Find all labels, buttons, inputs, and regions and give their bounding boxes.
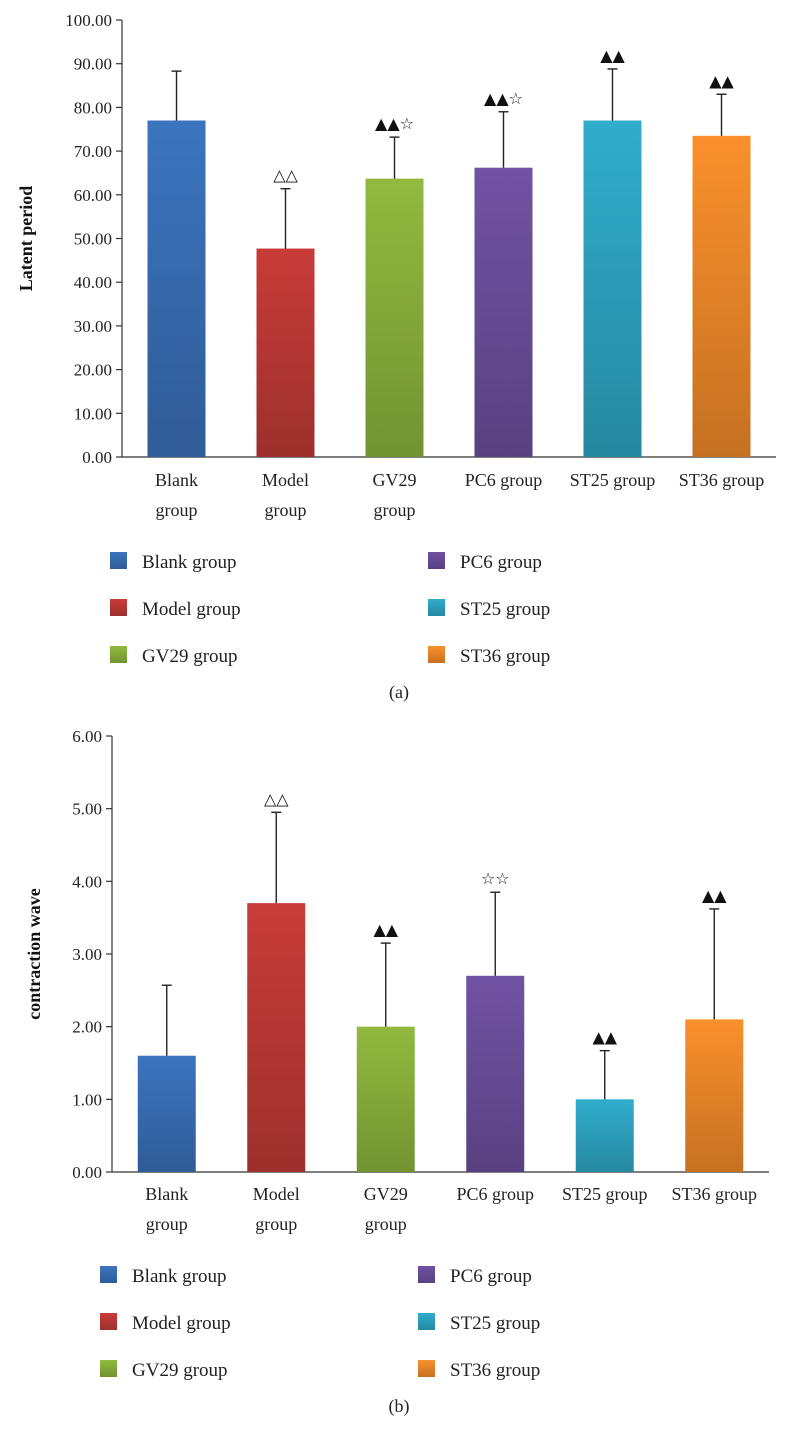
- significance-marker: ▲▲: [600, 46, 625, 65]
- x-tick-label: ST36 group: [672, 1184, 758, 1204]
- x-tick-label: GV29: [364, 1184, 408, 1204]
- x-tick-label: group: [156, 500, 198, 520]
- legend-label: ST36 group: [460, 646, 550, 667]
- legend-label: PC6 group: [460, 552, 542, 573]
- legend-label: ST25 group: [460, 599, 550, 620]
- x-tick-label: group: [265, 500, 307, 520]
- bar: [583, 120, 642, 457]
- x-tick-label: group: [374, 500, 416, 520]
- legend-label: PC6 group: [450, 1266, 532, 1287]
- legend-label: GV29 group: [142, 646, 238, 667]
- y-tick-label: 50.00: [74, 230, 112, 249]
- panel-label: (b): [389, 1396, 410, 1417]
- legend-swatch: [110, 552, 127, 569]
- legend-label: Model group: [142, 599, 241, 620]
- legend-swatch: [418, 1360, 435, 1377]
- bar: [692, 135, 751, 457]
- legend-swatch: [428, 646, 445, 663]
- y-tick-label: 70.00: [74, 142, 112, 161]
- y-tick-label: 3.00: [72, 945, 102, 964]
- y-tick-label: 10.00: [74, 404, 112, 423]
- y-tick-label: 0.00: [72, 1163, 102, 1182]
- significance-marker: ▲▲: [702, 886, 727, 905]
- legend-swatch: [100, 1266, 117, 1283]
- bar: [247, 903, 306, 1172]
- bar: [147, 120, 206, 457]
- legend-swatch: [418, 1266, 435, 1283]
- x-tick-label: group: [146, 1214, 188, 1234]
- legend-swatch: [100, 1360, 117, 1377]
- significance-marker: △△: [273, 166, 298, 185]
- significance-marker: ▲▲: [373, 920, 398, 939]
- bar: [575, 1099, 634, 1172]
- legend-swatch: [428, 599, 445, 616]
- x-tick-label: ST25 group: [570, 470, 656, 490]
- legend-label: Blank group: [132, 1266, 226, 1287]
- significance-marker: ▲▲☆: [375, 114, 414, 133]
- y-axis-label: Latent period: [16, 186, 36, 292]
- chart-panel-b: 0.00 1.00 2.00 3.00 4.00 5.00 6.00 contraction …: [24, 727, 769, 1417]
- x-tick-label: Blank: [155, 470, 198, 490]
- x-tick-label: PC6 group: [465, 470, 543, 490]
- x-tick-label: GV29: [373, 470, 417, 490]
- y-tick-label: 4.00: [72, 872, 102, 891]
- x-tick-label: PC6 group: [456, 1184, 534, 1204]
- y-tick-label: 2.00: [72, 1018, 102, 1037]
- y-tick-label: 80.00: [74, 98, 112, 117]
- x-tick-label: group: [365, 1214, 407, 1234]
- x-tick-label: Blank: [145, 1184, 188, 1204]
- legend-swatch: [418, 1313, 435, 1330]
- chart-panel-a: 0.00 10.00 20.00 30.00 40.00 50.00 60.00 70.00 8…: [16, 11, 776, 703]
- bar: [356, 1026, 415, 1172]
- legend-label: ST36 group: [450, 1360, 540, 1381]
- legend-swatch: [100, 1313, 117, 1330]
- y-axis-label: contraction wave: [24, 888, 44, 1019]
- y-tick-label: 40.00: [74, 273, 112, 292]
- y-tick-label: 5.00: [72, 800, 102, 819]
- y-tick-label: 6.00: [72, 727, 102, 746]
- bar: [685, 1019, 744, 1172]
- y-tick-label: 30.00: [74, 317, 112, 336]
- y-tick-label: 60.00: [74, 186, 112, 205]
- legend-label: Blank group: [142, 552, 236, 573]
- legend-swatch: [110, 599, 127, 616]
- x-tick-label: group: [255, 1214, 297, 1234]
- y-tick-label: 90.00: [74, 55, 112, 74]
- legend-swatch: [110, 646, 127, 663]
- y-tick-label: 20.00: [74, 361, 112, 380]
- legend-label: Model group: [132, 1313, 231, 1334]
- bar: [365, 178, 424, 458]
- y-tick-label: 1.00: [72, 1090, 102, 1109]
- bar: [474, 167, 533, 457]
- panel-label: (a): [389, 682, 409, 703]
- y-tick-label: 100.00: [65, 11, 112, 30]
- significance-marker: ▲▲: [709, 71, 734, 90]
- x-tick-label: Model: [253, 1184, 300, 1204]
- bar: [256, 248, 315, 457]
- x-tick-label: ST25 group: [562, 1184, 648, 1204]
- significance-marker: ▲▲: [592, 1028, 617, 1047]
- significance-marker: ▲▲☆: [484, 89, 523, 108]
- legend-label: ST25 group: [450, 1313, 540, 1334]
- x-tick-label: Model: [262, 470, 309, 490]
- bar: [466, 975, 525, 1172]
- significance-marker: △△: [264, 789, 289, 808]
- bar: [137, 1055, 196, 1172]
- x-tick-label: ST36 group: [679, 470, 765, 490]
- legend-swatch: [428, 552, 445, 569]
- significance-marker: ☆☆: [481, 869, 510, 888]
- y-tick-label: 0.00: [82, 448, 112, 467]
- legend-label: GV29 group: [132, 1360, 228, 1381]
